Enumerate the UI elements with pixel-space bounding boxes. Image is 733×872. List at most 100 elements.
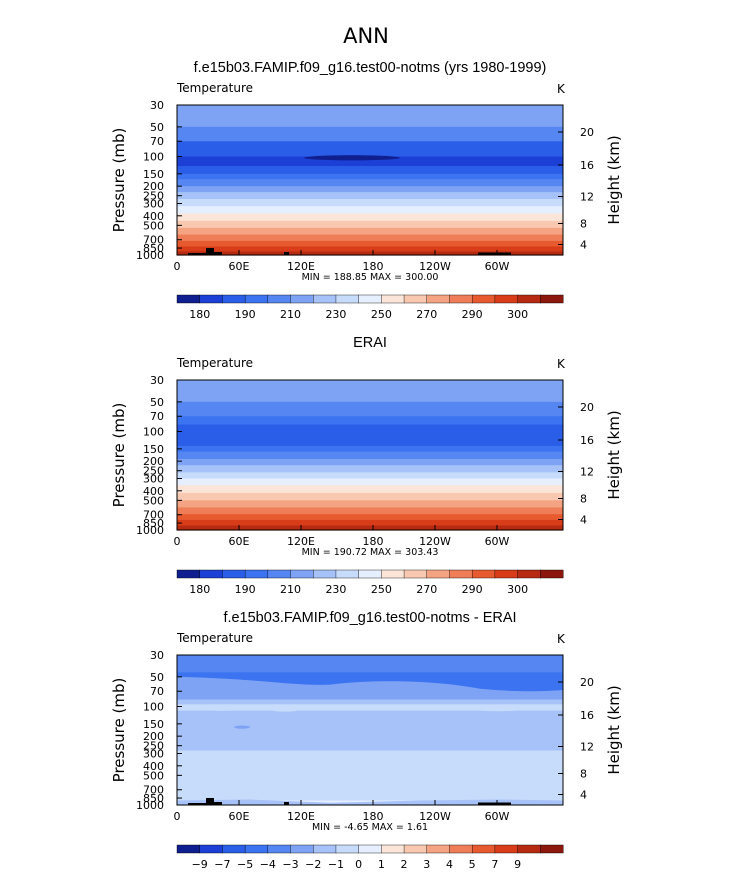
colorbar-box (426, 294, 450, 304)
plot-frame (176, 654, 564, 806)
contour-band (177, 514, 563, 521)
colorbar-box (517, 294, 541, 304)
y-right-tick-label: 12 (580, 466, 594, 479)
colorbar-box (244, 294, 269, 304)
contour-band (177, 186, 563, 193)
y-tick-label: 150 (143, 718, 164, 731)
variable-label: Temperature (176, 81, 253, 95)
colorbar-box (199, 844, 223, 854)
contour-band (177, 380, 563, 403)
contour-band (177, 240, 563, 248)
y-tick-label: 400 (143, 210, 164, 223)
colorbar-label: 290 (462, 308, 483, 321)
contour-band (177, 141, 563, 158)
x-tick-label: 120E (287, 810, 315, 823)
anomaly-contour (468, 706, 528, 712)
y-tick-label: 250 (143, 465, 164, 478)
y-axis-title: Pressure (mb) (110, 128, 128, 233)
x-tick-label: 120E (287, 535, 315, 548)
y-tick-label: 500 (143, 494, 164, 507)
colorbar-box (403, 844, 428, 854)
topography-mask (188, 248, 222, 255)
contour-band (177, 525, 563, 531)
y-right-tick-label: 8 (580, 493, 587, 506)
colorbar-box (403, 569, 428, 579)
colorbar-box (494, 844, 519, 854)
plot-frame (176, 104, 564, 256)
anomaly-contour (177, 799, 563, 805)
contour-band (177, 451, 563, 460)
x-tick-label: 180 (363, 810, 384, 823)
y-tick-label: 300 (143, 197, 164, 210)
colorbar-label: 230 (325, 308, 346, 321)
colorbar-box (540, 294, 564, 304)
y-tick-label: 300 (143, 747, 164, 760)
y-tick-label: 400 (143, 760, 164, 773)
contour-band (177, 213, 563, 222)
colorbar-label: 250 (371, 583, 392, 596)
cold-core-contour (304, 155, 400, 161)
contour-band (177, 416, 563, 426)
contour-band (177, 105, 563, 128)
contour-band (177, 166, 563, 175)
contour-band (177, 472, 563, 480)
min-max-label: MIN = -4.65 MAX = 1.61 (312, 822, 428, 833)
topography-mask (478, 252, 511, 255)
contour-band (177, 485, 563, 494)
y-axis-title: Pressure (mb) (110, 678, 128, 783)
units-label: K (557, 632, 566, 646)
colorbar-box (358, 294, 382, 304)
y-right-tick-label: 20 (580, 126, 594, 139)
colorbar-box (471, 844, 496, 854)
x-tick-label: 60E (229, 810, 250, 823)
colorbar-label: 190 (235, 583, 256, 596)
colorbar-box (517, 844, 541, 854)
x-tick-label: 60W (485, 260, 510, 273)
y-tick-label: 150 (143, 168, 164, 181)
colorbar-box (358, 844, 382, 854)
contour-band (177, 704, 563, 712)
colorbar-label: 230 (325, 583, 346, 596)
colorbar-box (540, 844, 564, 854)
y-tick-label: 700 (143, 234, 164, 247)
y-tick-label: 850 (143, 517, 164, 530)
colorbar-box (199, 294, 223, 304)
colorbar-label: −2 (305, 858, 321, 871)
colorbar-box (335, 844, 360, 854)
x-tick-label: 120E (287, 260, 315, 273)
colorbar-label: 290 (462, 583, 483, 596)
colorbar-label: 180 (189, 583, 210, 596)
colorbar-box (222, 569, 246, 579)
y-tick-label: 200 (143, 455, 164, 468)
y-tick-label: 30 (150, 649, 164, 662)
colorbar-box (290, 294, 314, 304)
anomaly-contour (271, 707, 299, 712)
colorbar-box (494, 569, 519, 579)
colorbar-box (381, 844, 405, 854)
colorbar-box (290, 569, 314, 579)
y-right-tick-label: 16 (580, 159, 594, 172)
panels: f.e15b03.FAMIP.f09_g16.test00-notms (yrs… (110, 60, 623, 871)
y-right-tick-label: 16 (580, 709, 594, 722)
colorbar-box (381, 294, 405, 304)
panel-title: f.e15b03.FAMIP.f09_g16.test00-notms (yrs… (194, 60, 547, 76)
y-tick-label: 400 (143, 485, 164, 498)
contour-band (177, 198, 563, 207)
colorbar-box (244, 844, 269, 854)
x-tick-label: 0 (174, 260, 181, 273)
y-tick-label: 700 (143, 509, 164, 522)
colorbar-box (313, 569, 337, 579)
variable-label: Temperature (176, 356, 253, 370)
y-right-tick-label: 4 (580, 514, 587, 527)
colorbar-box (426, 569, 450, 579)
colorbar-box (199, 569, 223, 579)
colorbar-label: 9 (514, 858, 521, 871)
y-right-tick-label: 8 (580, 218, 587, 231)
colorbar-box (222, 844, 246, 854)
colorbar-box (540, 569, 564, 579)
y-tick-label: 300 (143, 472, 164, 485)
units-label: K (557, 82, 566, 96)
y-tick-label: 70 (150, 410, 164, 423)
y-tick-label: 50 (150, 121, 164, 134)
